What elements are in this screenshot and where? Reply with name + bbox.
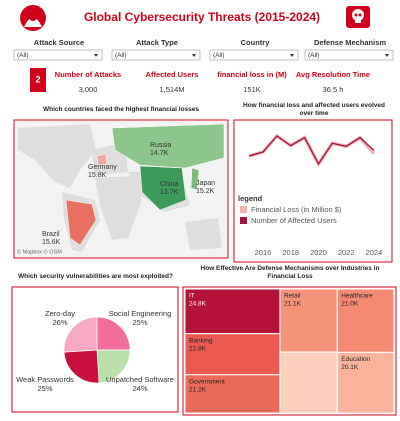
map-attribution: © Mapbox © OSM (17, 248, 62, 255)
cell-name: Retail (284, 293, 301, 300)
slice-value: 25% (37, 384, 52, 393)
country-value: 13.7K (160, 189, 179, 196)
country-name: Russia (150, 142, 172, 149)
country (190, 167, 200, 191)
cell-value: 22.8K (189, 345, 207, 352)
cell-name: Education (341, 356, 370, 363)
legend-label: Financial Loss (in Million $) (251, 205, 342, 214)
x-tick-label: 2020 (310, 248, 327, 257)
cell-value: 21.2K (189, 387, 207, 394)
kpi-label: Number of Attacks (55, 70, 121, 79)
country (139, 165, 187, 211)
series-line (249, 135, 375, 166)
x-tick-label: 2016 (255, 248, 272, 257)
chart-title: How Effective Are Defense Mechanisms ove… (200, 265, 380, 280)
line-panel (233, 119, 393, 263)
treemap-cell (184, 288, 281, 335)
treemap-cell (184, 374, 281, 414)
country-name: Japan (196, 180, 215, 187)
slice-name: Zero-day (45, 309, 75, 318)
cell-name: Government (189, 379, 225, 386)
chart-title: Which countries faced the highest financ… (42, 106, 200, 113)
pie-panel (11, 286, 179, 413)
kpi-badge-box (30, 68, 46, 92)
filter-value: (All) (17, 52, 29, 59)
country-value: 15.6K (42, 239, 61, 246)
treemap-cell (336, 351, 395, 414)
cell-name: Healthcare (341, 293, 373, 300)
filter-label: Defense Mechanism (314, 38, 386, 47)
kpi-label: financial loss in (M) (217, 70, 287, 79)
kpi-value: 151K (243, 85, 261, 94)
legend-swatch (240, 217, 247, 224)
kpi-value: 36.5 h (323, 85, 344, 94)
treemap-panel (182, 286, 397, 416)
slice-name: Weak Passwords (16, 375, 74, 384)
country-value: 15.8K (88, 172, 107, 179)
filter-value: (All) (115, 52, 127, 59)
treemap-cell (336, 288, 395, 353)
kpi-label: Avg Resolution Time (296, 70, 370, 79)
pie-slice (96, 316, 131, 351)
legend-label: Number of Affected Users (251, 216, 337, 225)
pie-slice (63, 349, 100, 384)
pie-slice (96, 349, 131, 384)
filter-value: (All) (308, 52, 320, 59)
legend-title: legend (238, 194, 263, 203)
kpi-value: 3,000 (79, 85, 98, 94)
filter-dropdown[interactable] (304, 49, 394, 61)
cell-name: IT (189, 293, 195, 300)
cell-value: 21.1K (284, 301, 302, 308)
dropdown-arrow (192, 54, 196, 57)
cell-value: 20.1K (341, 364, 359, 371)
x-tick-label: 2024 (366, 248, 383, 257)
pie-slice (63, 316, 98, 353)
filter-label: Country (241, 38, 271, 47)
country (111, 123, 225, 169)
hacker-icon (20, 5, 46, 31)
legend-swatch (240, 206, 247, 213)
dropdown-arrow (385, 54, 389, 57)
country-value: 14.7K (150, 150, 169, 157)
kpi-value: 1,514M (159, 85, 184, 94)
cell-name: Banking (189, 337, 213, 344)
filter-dropdown[interactable] (13, 49, 103, 61)
cell-value: 21.0K (341, 301, 359, 308)
treemap-cell (279, 351, 338, 414)
filter-dropdown[interactable] (209, 49, 299, 61)
map-panel (13, 119, 229, 259)
dropdown-arrow (94, 54, 98, 57)
cell-value: 24.8K (189, 301, 207, 308)
kpi-badge: 2 (35, 74, 40, 84)
kpi-label: Affected Users (146, 70, 199, 79)
country-name: Brazil (42, 231, 60, 238)
slice-value: 26% (52, 318, 67, 327)
filter-dropdown[interactable] (111, 49, 201, 61)
dropdown-arrow (290, 54, 294, 57)
chart-title: Which security vulnerabilities are most … (18, 273, 173, 280)
x-tick-label: 2018 (282, 248, 299, 257)
slice-name: Social Engineering (109, 309, 172, 318)
slice-value: 25% (132, 318, 147, 327)
country-value: 15.2K (196, 188, 215, 195)
country-name: Germany (88, 164, 117, 171)
country-name: China (160, 181, 178, 188)
slice-name: Unpatched Software (106, 375, 174, 384)
slice-value: 24% (132, 384, 147, 393)
page-title: Global Cybersecurity Threats (2015-2024) (84, 10, 320, 24)
country (65, 199, 97, 246)
x-tick-label: 2022 (338, 248, 355, 257)
filter-label: Attack Source (34, 38, 84, 47)
chart-title: How financial loss and affected users ev… (243, 102, 385, 117)
filter-label: Attack Type (136, 38, 178, 47)
skull-icon (346, 6, 370, 28)
filter-value: (All) (213, 52, 225, 59)
country (96, 153, 108, 166)
